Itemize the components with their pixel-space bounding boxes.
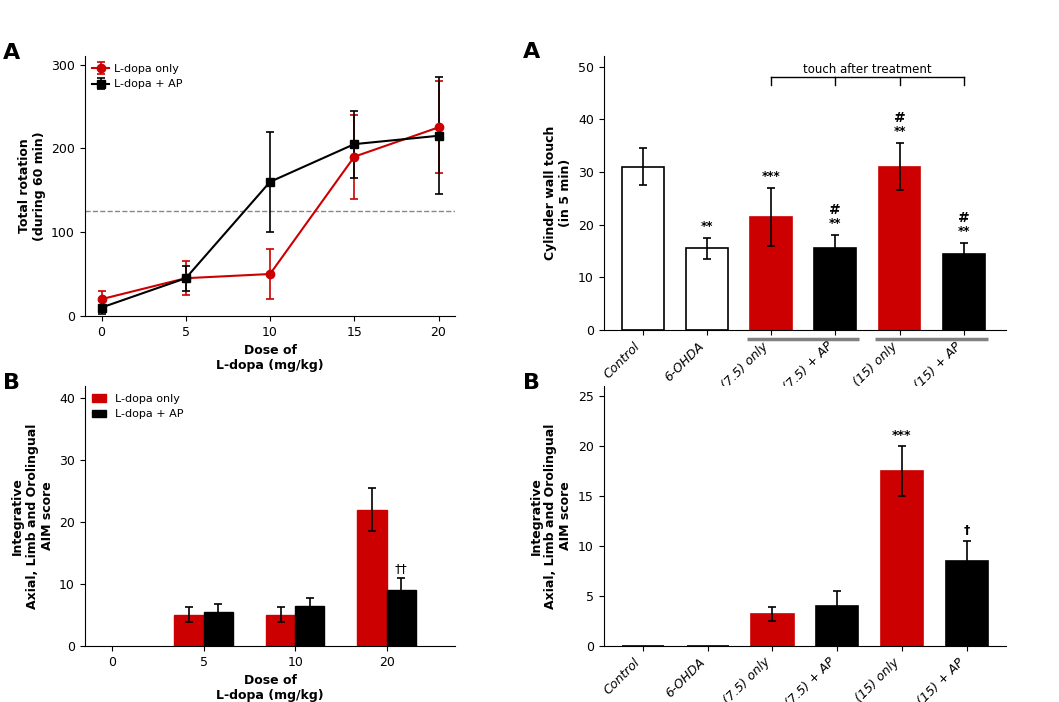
Text: #: #: [829, 203, 841, 217]
Text: **: **: [829, 217, 842, 230]
Text: B: B: [523, 373, 540, 393]
Bar: [879, 166, 920, 330]
Bar: [358, 510, 387, 646]
Bar: [387, 590, 416, 646]
Legend: L-dopa only, L-dopa + AP: L-dopa only, L-dopa + AP: [90, 62, 184, 92]
Text: †: †: [964, 524, 970, 537]
Y-axis label: Total rotation
(during 60 min): Total rotation (during 60 min): [18, 131, 46, 241]
Bar: [266, 615, 295, 646]
Bar: [203, 612, 233, 646]
Y-axis label: Integrative
Axial, Limb and Orolingual
AIM score: Integrative Axial, Limb and Orolingual A…: [530, 423, 573, 609]
Text: #: #: [957, 211, 970, 225]
Bar: [622, 166, 664, 330]
Y-axis label: Cylinder wall touch
(in 5 min): Cylinder wall touch (in 5 min): [544, 126, 572, 260]
X-axis label: Dose of
L-dopa (mg/kg): Dose of L-dopa (mg/kg): [216, 674, 324, 702]
Bar: [175, 615, 203, 646]
Bar: [295, 606, 324, 646]
Bar: [881, 471, 923, 646]
Text: ***: ***: [893, 429, 912, 442]
Bar: [686, 249, 728, 330]
Bar: [946, 561, 988, 646]
Text: B: B: [3, 373, 20, 393]
Bar: [943, 253, 985, 330]
Legend: L-dopa only, L-dopa + AP: L-dopa only, L-dopa + AP: [90, 392, 185, 422]
Bar: [750, 217, 792, 330]
Text: touch after treatment: touch after treatment: [803, 62, 932, 76]
Text: ***: ***: [761, 169, 780, 183]
Text: **: **: [957, 225, 970, 238]
Text: **: **: [893, 125, 905, 138]
Y-axis label: Integrative
Axial, Limb and Orolingual
AIM score: Integrative Axial, Limb and Orolingual A…: [11, 423, 54, 609]
Text: **: **: [701, 220, 713, 232]
X-axis label: Dose of
L-dopa (mg/kg): Dose of L-dopa (mg/kg): [216, 344, 324, 372]
Text: #: #: [894, 111, 905, 125]
Text: A: A: [523, 42, 540, 62]
Bar: [752, 614, 793, 646]
Text: A: A: [3, 44, 20, 63]
Bar: [816, 606, 858, 646]
Bar: [814, 249, 856, 330]
Text: ††: ††: [395, 562, 408, 575]
